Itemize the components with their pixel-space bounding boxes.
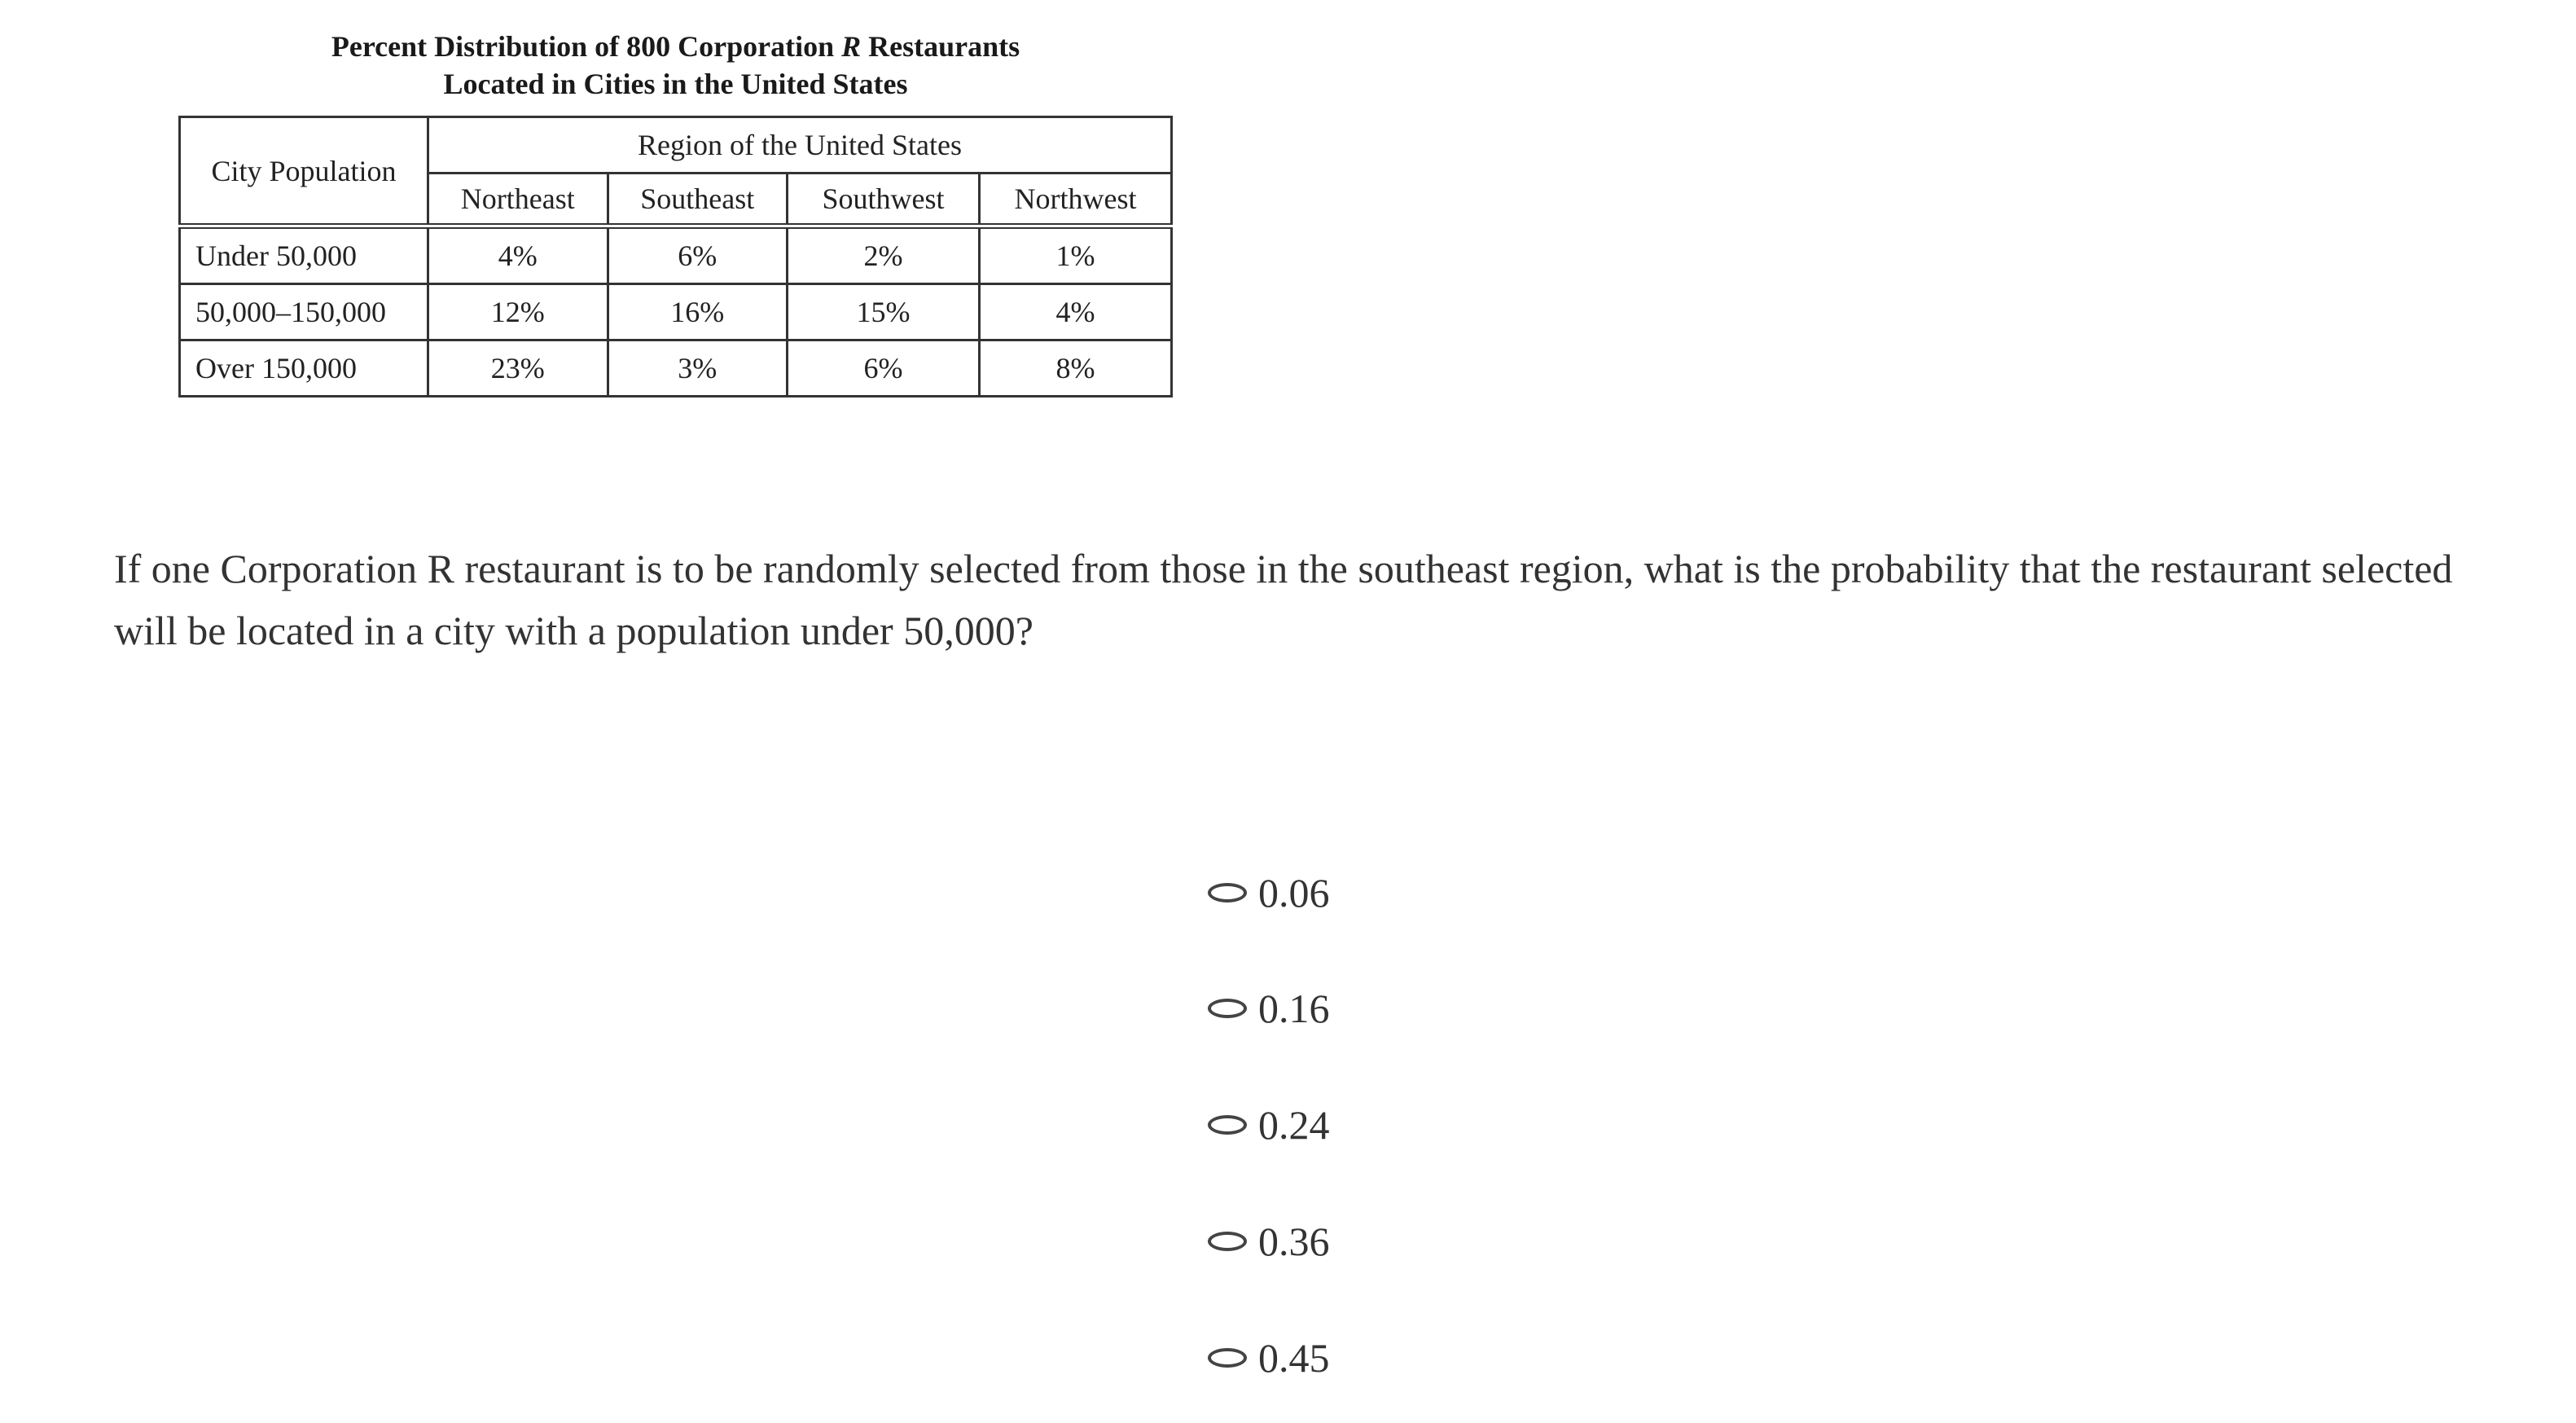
cell: 15%	[786, 283, 981, 341]
cell: 6%	[606, 225, 789, 285]
answer-option[interactable]: 0.45	[1208, 1334, 1330, 1381]
radio-button-icon[interactable]	[1208, 1232, 1247, 1251]
cell: 8%	[978, 339, 1173, 397]
group-header: Region of the United States	[427, 116, 1173, 174]
option-label: 0.36	[1258, 1219, 1330, 1264]
table-row: Over 150,000 23% 3% 6% 8%	[178, 339, 1173, 397]
row-header: City Population	[178, 116, 429, 229]
cell: 6%	[786, 339, 981, 397]
radio-button-icon[interactable]	[1208, 883, 1247, 903]
answer-option[interactable]: 0.06	[1208, 869, 1330, 916]
table-row: 50,000–150,000 12% 16% 15% 4%	[178, 283, 1173, 341]
radio-button-icon[interactable]	[1208, 1115, 1247, 1135]
table-row: Under 50,000 4% 6% 2% 1%	[178, 225, 1173, 285]
option-label: 0.24	[1258, 1102, 1330, 1148]
option-label: 0.45	[1258, 1335, 1330, 1381]
col-header: Northeast	[427, 172, 609, 229]
answer-option[interactable]: 0.36	[1208, 1218, 1330, 1265]
radio-button-icon[interactable]	[1208, 1348, 1247, 1368]
radio-button-icon[interactable]	[1208, 999, 1247, 1018]
option-label: 0.06	[1258, 870, 1330, 916]
title-text: Percent Distribution of 800 Corporation	[331, 30, 835, 63]
col-header: Southeast	[606, 172, 789, 229]
title-text-end: Restaurants	[868, 30, 1020, 63]
cell: 3%	[606, 339, 789, 397]
row-label: 50,000–150,000	[178, 283, 429, 341]
distribution-table: City Population Region of the United Sta…	[178, 116, 1173, 397]
option-label: 0.16	[1258, 986, 1330, 1031]
row-label: Over 150,000	[178, 339, 429, 397]
title-italic: R	[841, 30, 862, 63]
table-title-line-1: Percent Distribution of 800 Corporation …	[178, 29, 1173, 64]
row-label: Under 50,000	[178, 225, 429, 285]
cell: 2%	[786, 225, 981, 285]
cell: 4%	[978, 283, 1173, 341]
cell: 1%	[978, 225, 1173, 285]
col-header: Northwest	[978, 172, 1173, 229]
cell: 16%	[606, 283, 789, 341]
col-header: Southwest	[786, 172, 981, 229]
cell: 12%	[427, 283, 609, 341]
answer-option[interactable]: 0.16	[1208, 985, 1330, 1032]
answer-option[interactable]: 0.24	[1208, 1101, 1330, 1149]
table-title-line-2: Located in Cities in the United States	[443, 68, 908, 100]
cell: 4%	[427, 225, 609, 285]
cell: 23%	[427, 339, 609, 397]
question-text: If one Corporation R restaurant is to be…	[114, 546, 2453, 653]
